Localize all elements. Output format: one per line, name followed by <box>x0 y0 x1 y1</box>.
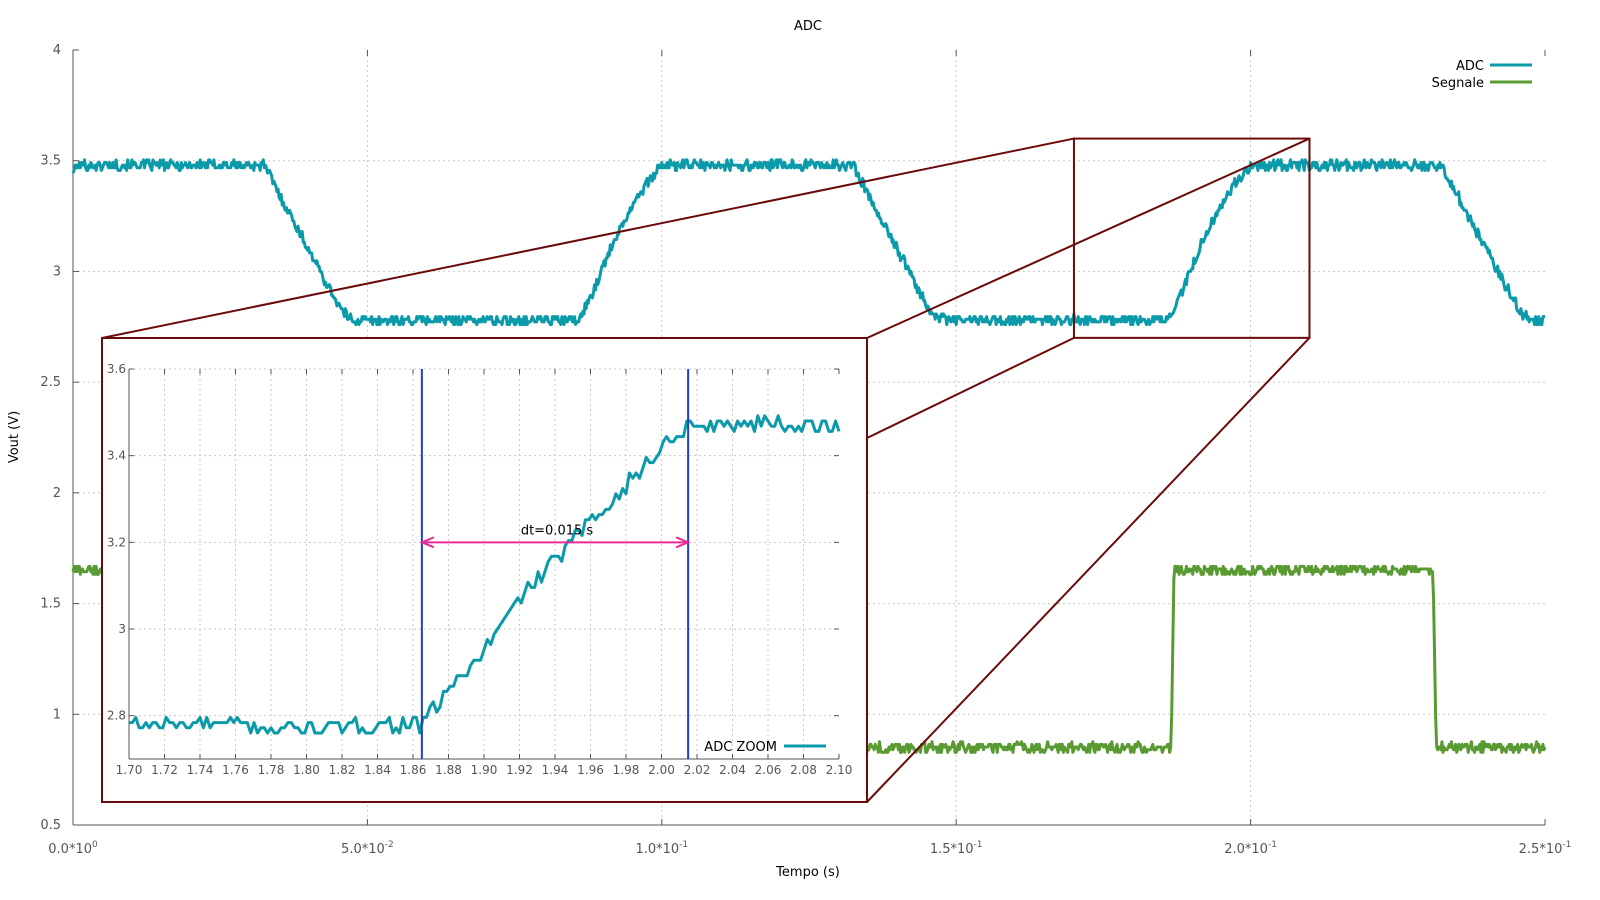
zoom-x-tick-label: 1.98 <box>613 763 640 777</box>
y-tick-label: 2.5 <box>40 375 61 390</box>
x-tick-label: 0.0*100 <box>48 840 98 857</box>
zoom-connector-line <box>866 336 1075 439</box>
zoom-inset: 1.70 1.72 1.74 1.76 1.78 1.80 1.82 1.84 1.86 1.88… <box>101 337 868 803</box>
series-line-adc-zoom <box>129 414 841 735</box>
zoom-x-tick-label: 1.82 <box>329 763 356 777</box>
y-tick-label: 1.5 <box>40 597 61 612</box>
inset-frame <box>101 337 868 803</box>
main-y-ticks: 0.5 1 1.5 2 2.5 3 3.5 4 <box>40 43 79 833</box>
zoom-y-tick-label: 3.6 <box>107 362 126 376</box>
legend-label-adc: ADC <box>1456 59 1484 74</box>
zoom-x-tick-label: 1.92 <box>506 763 533 777</box>
series-line-adc <box>71 158 1546 327</box>
zoom-connector-line <box>101 137 1075 339</box>
dt-arrow-head-right <box>675 536 691 549</box>
zoom-legend: ADC ZOOM <box>704 740 826 755</box>
x-tick-label: 1.0*10-1 <box>635 840 688 857</box>
zoom-x-tick-label: 2.08 <box>790 763 817 777</box>
zoom-x-tick-label: 2.10 <box>826 763 853 777</box>
zoom-y-ticks: 2.8 3 3.2 3.4 3.6 <box>107 362 839 723</box>
legend-item-segnale: Segnale <box>1432 76 1532 91</box>
y-tick-label: 4 <box>53 43 61 58</box>
legend-label-adc-zoom: ADC ZOOM <box>704 740 777 755</box>
zoom-y-tick-label: 3.4 <box>107 449 126 463</box>
legend-item-adc: ADC <box>1456 59 1532 74</box>
dt-label: dt=0.015 s <box>521 523 594 538</box>
y-tick-label: 3 <box>53 264 61 279</box>
zoom-x-tick-label: 1.84 <box>364 763 391 777</box>
x-tick-label: 2.5*10-1 <box>1519 840 1572 857</box>
legend-label-segnale: Segnale <box>1432 76 1484 91</box>
main-axes <box>72 50 1545 826</box>
zoom-connector-line <box>866 137 1310 339</box>
zoom-series-layer <box>129 414 841 735</box>
chart-title: ADC <box>794 19 822 34</box>
zoom-x-tick-label: 1.72 <box>151 763 178 777</box>
x-axis-label: Tempo (s) <box>775 865 840 880</box>
zoom-x-tick-label: 1.94 <box>542 763 569 777</box>
zoom-x-tick-label: 2.02 <box>684 763 711 777</box>
dt-annotation: dt=0.015 s <box>419 523 691 549</box>
y-tick-label: 3.5 <box>40 154 61 169</box>
y-tick-label: 2 <box>53 486 61 501</box>
zoom-y-tick-label: 2.8 <box>107 709 126 723</box>
zoom-markers <box>420 369 690 759</box>
zoom-x-tick-label: 1.74 <box>187 763 214 777</box>
x-tick-label: 5.0*10-2 <box>341 840 394 857</box>
zoom-callout <box>101 137 1311 803</box>
zoom-x-tick-label: 1.96 <box>577 763 604 777</box>
zoom-x-tick-label: 1.78 <box>258 763 285 777</box>
zoom-x-tick-label: 1.70 <box>116 763 143 777</box>
zoom-x-tick-label: 1.86 <box>400 763 427 777</box>
zoom-x-tick-label: 1.76 <box>222 763 249 777</box>
zoom-source-box <box>1072 137 1311 339</box>
x-tick-label: 2.0*10-1 <box>1224 840 1277 857</box>
y-tick-label: 1 <box>53 707 61 722</box>
y-tick-label: 0.5 <box>40 818 61 833</box>
zoom-connector-line <box>866 337 1311 803</box>
dt-arrow-head-left <box>419 536 435 549</box>
main-legend: ADC Segnale <box>1432 59 1532 91</box>
y-axis-label: Vout (V) <box>7 411 22 463</box>
main-x-ticks: 0.0*100 5.0*10-2 1.0*10-1 1.5*10-1 2.0*10-1 2… <box>48 50 1571 857</box>
zoom-y-tick-label: 3.2 <box>107 535 126 549</box>
zoom-x-tick-label: 2.04 <box>719 763 746 777</box>
zoom-y-tick-label: 3 <box>118 622 126 636</box>
zoom-x-tick-label: 1.88 <box>435 763 462 777</box>
zoom-x-tick-label: 1.80 <box>293 763 320 777</box>
zoom-x-tick-label: 2.06 <box>755 763 782 777</box>
x-tick-label: 1.5*10-1 <box>930 840 983 857</box>
zoom-x-tick-label: 2.00 <box>648 763 675 777</box>
zoom-x-tick-label: 1.90 <box>471 763 498 777</box>
zoom-x-ticks: 1.70 1.72 1.74 1.76 1.78 1.80 1.82 1.84 1.86 1.88… <box>116 369 853 777</box>
